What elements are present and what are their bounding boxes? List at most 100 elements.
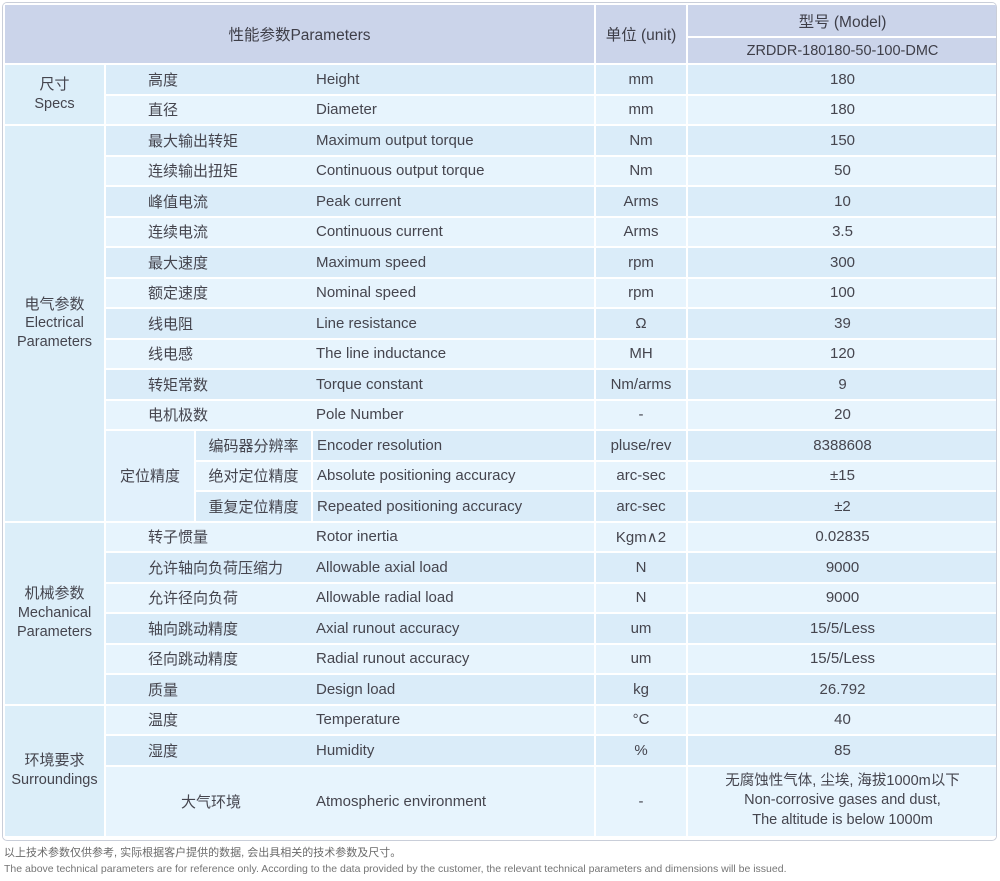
param-en: Maximum speed: [316, 253, 427, 271]
param-en: Radial runout accuracy: [316, 650, 470, 668]
section-specs: 尺寸 Specs: [3, 63, 106, 126]
param-en: Absolute positioning accuracy: [311, 459, 596, 492]
param-en: Rotor inertia: [316, 528, 398, 546]
table-row: 线电阻 Line resistance Ω 39: [4, 307, 996, 340]
section-surroundings: 环境要求 Surroundings: [3, 703, 106, 838]
section-label-en: Specs: [34, 95, 75, 112]
param-label-cell: 额定速度 Nominal speed: [104, 276, 596, 309]
value-cell: 9: [686, 368, 996, 401]
unit-cell: rpm: [594, 276, 688, 309]
param-label-cell: 质量 Design load: [104, 673, 596, 706]
param-zh: 温度: [148, 712, 179, 730]
param-label-cell: 峰值电流 Peak current: [104, 185, 596, 218]
value-line: Non-corrosive gases and dust,: [744, 792, 941, 809]
footer-note-zh: 以上技术参数仅供参考, 实际根据客户提供的数据, 会出具相关的技术参数及尺寸。: [4, 847, 402, 859]
group-positioning-accuracy: 定位精度: [104, 429, 196, 523]
table-row: 峰值电流 Peak current Arms 10: [4, 185, 996, 218]
model-value: ZRDDR-180180-50-100-DMC: [686, 36, 996, 65]
param-zh: 电机极数: [148, 407, 209, 425]
param-zh: 转子惯量: [148, 529, 209, 547]
param-zh: 允许轴向负荷压缩力: [148, 559, 284, 577]
unit-cell: arc-sec: [594, 459, 688, 492]
unit-cell: um: [594, 642, 688, 675]
param-label-cell: 连续电流 Continuous current: [104, 215, 596, 248]
param-label-cell: 电机极数 Pole Number: [104, 398, 596, 431]
value-cell: 15/5/Less: [686, 612, 996, 645]
param-en: Continuous output torque: [316, 162, 485, 180]
unit-cell: °C: [594, 703, 688, 736]
param-label-cell: 允许径向负荷 Allowable radial load: [104, 581, 596, 614]
section-label-zh: 电气参数: [24, 295, 85, 313]
table-row: 转矩常数 Torque constant Nm/arms 9: [4, 368, 996, 401]
section-label-en: Surroundings: [11, 771, 98, 788]
section-label-zh: 机械参数: [24, 585, 85, 603]
unit-header: 单位 (unit): [594, 3, 688, 65]
param-en: Allowable radial load: [316, 589, 454, 607]
table-row: 径向跳动精度 Radial runout accuracy um 15/5/Les…: [4, 642, 996, 675]
param-en: Atmospheric environment: [316, 792, 487, 810]
param-label-cell: 湿度 Humidity: [104, 734, 596, 767]
param-en: Maximum output torque: [316, 131, 474, 149]
footer-note-en: The above technical parameters are for r…: [4, 862, 787, 875]
value-cell: 9000: [686, 581, 996, 614]
param-zh: 线电阻: [148, 315, 194, 333]
value-cell: 0.02835: [686, 520, 996, 553]
param-en: Continuous current: [316, 223, 443, 241]
table-row: 质量 Design load kg 26.792: [4, 673, 996, 706]
param-zh: 转矩常数: [148, 376, 209, 394]
value-cell: 39: [686, 307, 996, 340]
table-row: 定位精度 编码器分辨率 Encoder resolution pluse/rev…: [4, 429, 996, 523]
header-row-2: ZRDDR-180180-50-100-DMC: [4, 36, 996, 65]
param-zh: 大气环境: [180, 793, 241, 811]
section-mechanical: 机械参数 Mechanical Parameters: [3, 520, 106, 706]
unit-cell: %: [594, 734, 688, 767]
unit-cell: um: [594, 612, 688, 645]
value-cell: 180: [686, 93, 996, 126]
table-row: 环境要求 Surroundings 温度 Temperature °C 40: [3, 703, 996, 838]
param-zh: 湿度: [148, 742, 179, 760]
param-zh: 连续电流: [148, 224, 209, 242]
value-cell: ±2: [686, 490, 996, 523]
param-en: Humidity: [316, 741, 375, 759]
value-cell: 10: [686, 185, 996, 218]
param-en: Peak current: [316, 192, 402, 210]
value-cell: 150: [686, 124, 996, 157]
param-en: Height: [316, 70, 360, 88]
param-zh: 连续输出扭矩: [148, 163, 239, 181]
param-en: Repeated positioning accuracy: [311, 490, 596, 523]
param-zh: 编码器分辨率: [194, 429, 313, 462]
param-en: Line resistance: [316, 314, 417, 332]
unit-cell: Kgm∧2: [594, 520, 688, 553]
table-row: 重复定位精度 Repeated positioning accuracy arc…: [4, 490, 996, 523]
table-row: 尺寸 Specs 高度 Height mm 180: [3, 63, 996, 126]
unit-cell: pluse/rev: [594, 429, 688, 462]
value-line: The altitude is below 1000m: [752, 811, 933, 828]
section-label-en: Mechanical Parameters: [17, 604, 92, 640]
param-zh: 轴向跳动精度: [148, 620, 239, 638]
table-row: 最大速度 Maximum speed rpm 300: [4, 246, 996, 279]
param-en: Diameter: [316, 101, 377, 119]
value-cell: 3.5: [686, 215, 996, 248]
section-label-zh: 环境要求: [24, 752, 85, 770]
model-header: 型号 (Model): [686, 3, 996, 38]
unit-cell: MH: [594, 337, 688, 370]
unit-cell: mm: [594, 93, 688, 126]
unit-cell: mm: [594, 63, 688, 96]
param-label-cell: 转矩常数 Torque constant: [104, 368, 596, 401]
param-zh: 直径: [148, 102, 179, 120]
param-en: Design load: [316, 680, 396, 698]
param-zh: 最大输出转矩: [148, 132, 239, 150]
param-en: Torque constant: [316, 375, 423, 393]
unit-cell: Nm/arms: [594, 368, 688, 401]
param-label-cell: 连续输出扭矩 Continuous output torque: [104, 154, 596, 187]
unit-cell: Ω: [594, 307, 688, 340]
param-en: Temperature: [316, 711, 401, 729]
value-cell: 无腐蚀性气体, 尘埃, 海拔1000m以下 Non-corrosive gase…: [686, 764, 996, 838]
param-zh: 重复定位精度: [194, 490, 313, 523]
table-row: 连续输出扭矩 Continuous output torque Nm 50: [4, 154, 996, 187]
value-line: 无腐蚀性气体, 尘埃, 海拔1000m以下: [725, 772, 960, 789]
param-zh: 最大速度: [148, 254, 209, 272]
table-row: 允许径向负荷 Allowable radial load N 9000: [4, 581, 996, 614]
param-label-cell: 线电阻 Line resistance: [104, 307, 596, 340]
param-label-cell: 转子惯量 Rotor inertia: [104, 520, 596, 553]
